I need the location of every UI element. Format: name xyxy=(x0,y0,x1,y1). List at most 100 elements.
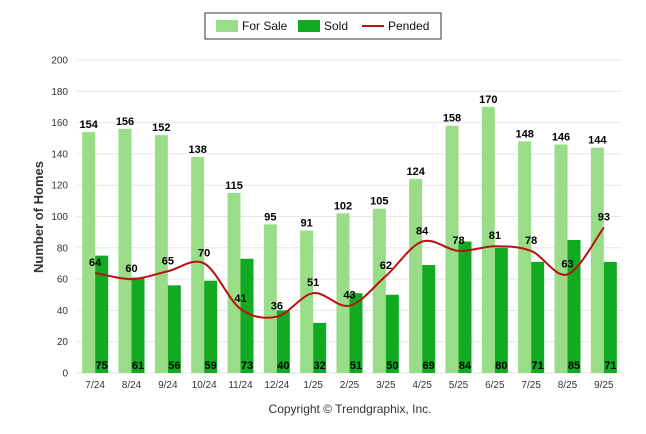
bar-for-sale xyxy=(590,147,604,373)
data-label-pended: 64 xyxy=(89,257,102,269)
y-tick-label: 80 xyxy=(57,243,69,254)
bar-sold xyxy=(276,310,290,373)
data-label-for-sale: 170 xyxy=(479,94,497,106)
data-label-for-sale: 158 xyxy=(443,113,461,125)
y-tick-label: 200 xyxy=(51,56,68,67)
x-tick-label: 12/24 xyxy=(264,380,289,391)
data-label-pended: 70 xyxy=(198,247,210,259)
bar-sold xyxy=(494,247,508,373)
data-label-sold: 59 xyxy=(205,360,217,372)
data-label-for-sale: 105 xyxy=(370,196,388,208)
data-label-sold: 73 xyxy=(241,360,253,372)
bar-sold xyxy=(204,280,218,373)
bar-sold xyxy=(349,293,363,373)
data-label-pended: 36 xyxy=(271,301,283,313)
y-tick-label: 180 xyxy=(51,87,68,98)
data-label-for-sale: 144 xyxy=(588,135,607,147)
bar-sold xyxy=(458,241,472,373)
data-label-sold: 51 xyxy=(350,360,362,372)
y-tick-label: 0 xyxy=(62,369,68,380)
bar-sold xyxy=(603,261,617,373)
data-label-sold: 32 xyxy=(314,360,326,372)
legend-label-sold: Sold xyxy=(324,19,348,33)
x-tick-label: 9/24 xyxy=(158,380,178,391)
x-axis-ticks: 7/24 8/24 9/24 10/24 11/24 12/24 1/25 2/25 3/25 4… xyxy=(85,380,614,391)
bar-for-sale xyxy=(300,230,314,373)
data-label-sold: 50 xyxy=(386,360,398,372)
data-labels: 154 75 156 61 152 56 138 59 115 73 95 40 91 32 102 51 10… xyxy=(79,94,616,372)
y-tick-label: 60 xyxy=(57,275,69,286)
copyright-text: Copyright © Trendgraphix, Inc. xyxy=(269,402,432,416)
data-label-sold: 71 xyxy=(532,360,544,372)
legend-label-pended: Pended xyxy=(388,19,429,33)
data-label-pended: 43 xyxy=(343,290,355,302)
x-tick-label: 6/25 xyxy=(485,380,505,391)
x-tick-label: 3/25 xyxy=(376,380,396,391)
data-label-sold: 75 xyxy=(96,360,108,372)
legend-swatch-sold xyxy=(298,20,320,32)
data-label-sold: 84 xyxy=(459,360,472,372)
data-label-sold: 40 xyxy=(277,360,289,372)
bar-sold xyxy=(313,322,327,373)
y-tick-label: 160 xyxy=(51,118,68,129)
bars xyxy=(82,106,617,373)
bar-sold xyxy=(131,277,145,373)
data-label-for-sale: 124 xyxy=(406,166,425,178)
legend-label-for-sale: For Sale xyxy=(242,19,288,33)
x-tick-label: 8/25 xyxy=(558,380,578,391)
bar-for-sale xyxy=(82,131,96,373)
legend: For Sale Sold Pended xyxy=(204,12,442,40)
data-label-pended: 84 xyxy=(416,226,429,238)
bar-sold xyxy=(422,265,436,373)
data-label-for-sale: 152 xyxy=(152,122,170,134)
data-label-pended: 81 xyxy=(489,230,501,242)
bar-for-sale xyxy=(118,128,132,373)
data-label-pended: 93 xyxy=(598,211,610,223)
data-label-for-sale: 115 xyxy=(225,180,243,192)
y-tick-label: 140 xyxy=(51,149,68,160)
data-label-pended: 65 xyxy=(162,255,174,267)
x-tick-label: 11/24 xyxy=(228,380,253,391)
data-label-pended: 41 xyxy=(234,293,246,305)
y-tick-label: 20 xyxy=(57,337,69,348)
x-tick-label: 7/25 xyxy=(521,380,541,391)
data-label-pended: 62 xyxy=(380,260,392,272)
data-label-sold: 69 xyxy=(423,360,435,372)
data-label-pended: 63 xyxy=(561,258,573,270)
x-tick-label: 1/25 xyxy=(303,380,323,391)
bar-for-sale xyxy=(409,178,423,373)
bar-sold xyxy=(531,261,545,373)
data-label-sold: 61 xyxy=(132,360,144,372)
bar-sold xyxy=(385,294,399,373)
x-tick-label: 7/24 xyxy=(85,380,105,391)
data-label-pended: 51 xyxy=(307,277,319,289)
legend-box xyxy=(204,12,442,40)
legend-swatch-for-sale xyxy=(216,20,238,32)
pended-line-path xyxy=(94,226,605,319)
y-tick-label: 100 xyxy=(51,212,68,223)
y-axis-title: Number of Homes xyxy=(31,161,46,273)
bar-for-sale xyxy=(191,157,205,373)
bar-for-sale xyxy=(154,135,168,373)
data-label-for-sale: 148 xyxy=(515,128,533,140)
data-label-for-sale: 95 xyxy=(264,211,276,223)
y-tick-label: 40 xyxy=(57,306,69,317)
bar-for-sale xyxy=(481,106,495,373)
x-tick-label: 4/25 xyxy=(412,380,432,391)
data-label-sold: 71 xyxy=(604,360,616,372)
x-tick-label: 2/25 xyxy=(340,380,360,391)
data-label-for-sale: 146 xyxy=(552,132,570,144)
bar-sold xyxy=(95,255,109,373)
bar-for-sale xyxy=(263,224,277,373)
data-label-for-sale: 138 xyxy=(188,144,206,156)
data-label-for-sale: 91 xyxy=(301,218,313,230)
x-tick-label: 9/25 xyxy=(594,380,614,391)
data-label-for-sale: 154 xyxy=(79,119,98,131)
x-tick-label: 8/24 xyxy=(122,380,142,391)
data-label-pended: 78 xyxy=(452,235,464,247)
data-label-sold: 56 xyxy=(168,360,180,372)
bar-for-sale xyxy=(372,208,386,373)
y-axis-ticks: 0 20 40 60 80 100 120 140 160 180 200 xyxy=(51,56,68,380)
bar-for-sale xyxy=(518,141,532,373)
